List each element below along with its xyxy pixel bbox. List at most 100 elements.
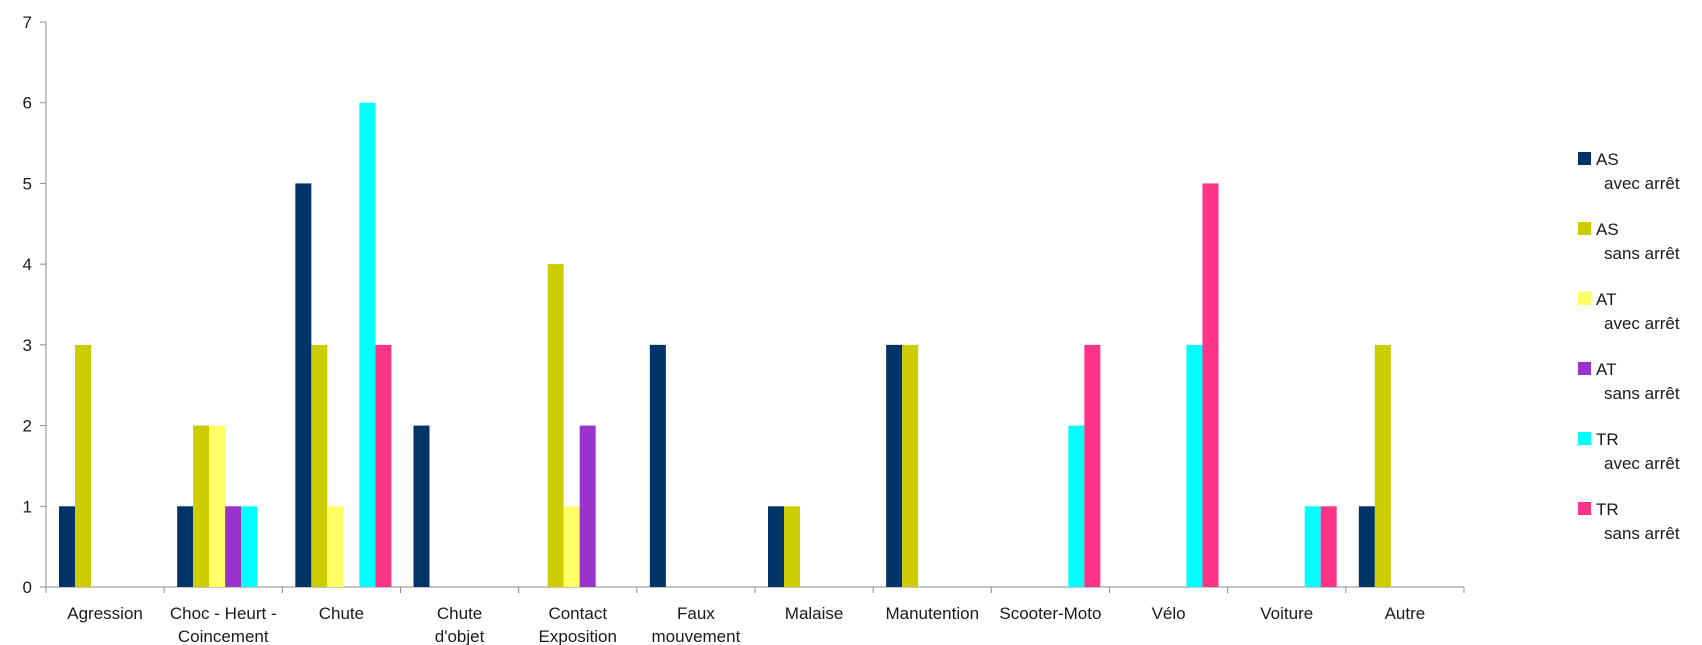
legend-item: AS avec arrêt xyxy=(1578,148,1700,196)
legend-item: TR avec arrêt xyxy=(1578,428,1700,476)
legend-label: AT sans arrêt xyxy=(1596,358,1680,406)
legend-label-main: AT xyxy=(1596,290,1617,309)
bar-tr-avec-arr-t-1 xyxy=(241,506,258,587)
x-tick-label-line: Contact xyxy=(548,604,607,623)
legend-swatch xyxy=(1578,432,1591,445)
legend-swatch xyxy=(1578,362,1591,375)
bar-as-sans-arr-t-2 xyxy=(311,344,328,587)
legend-label-sub: sans arrêt xyxy=(1604,384,1680,403)
legend-label-main: AT xyxy=(1596,360,1617,379)
legend-item: TR sans arrêt xyxy=(1578,498,1700,546)
x-tick-label: Contact Exposition xyxy=(539,604,617,645)
x-tick-label: Manutention xyxy=(885,604,979,623)
x-tick-label-line: Scooter-Moto xyxy=(999,604,1101,623)
bar-as-avec-arr-t-2 xyxy=(295,183,312,587)
legend-item: AS sans arrêt xyxy=(1578,218,1700,266)
bar-as-sans-arr-t-4 xyxy=(547,264,564,587)
x-tick-label-line: Vélo xyxy=(1152,604,1186,623)
x-tick-label: Agression xyxy=(67,604,143,623)
x-tick-label-line: Coincement xyxy=(178,627,269,645)
x-tick-label-line: Autre xyxy=(1385,604,1426,623)
x-tick-label-line: mouvement xyxy=(652,627,741,645)
bar-as-avec-arr-t-5 xyxy=(649,344,666,587)
bar-as-sans-arr-t-0 xyxy=(75,344,91,587)
bar-at-avec-arr-t-1 xyxy=(209,425,226,587)
bar-tr-avec-arr-t-8 xyxy=(1068,425,1085,587)
legend-item: AT avec arrêt xyxy=(1578,288,1700,336)
y-tick-label: 3 xyxy=(23,336,32,355)
bar-as-avec-arr-t-0 xyxy=(59,506,75,587)
x-tick-label-line: Choc - Heurt - xyxy=(170,604,277,623)
x-tick-label: Chute xyxy=(319,604,364,623)
legend-label-main: TR xyxy=(1596,430,1619,449)
bar-as-sans-arr-t-6 xyxy=(784,506,800,587)
x-tick-label: Voiture xyxy=(1260,604,1313,623)
x-tick-label-line: Agression xyxy=(67,604,143,623)
bar-tr-avec-arr-t-2 xyxy=(359,102,376,587)
legend-label-main: TR xyxy=(1596,500,1619,519)
x-tick-label-line: Malaise xyxy=(785,604,844,623)
x-tick-label: Vélo xyxy=(1152,604,1186,623)
bar-tr-sans-arr-t-10 xyxy=(1320,506,1337,587)
legend-label-sub: avec arrêt xyxy=(1604,454,1680,473)
x-tick-label: Choc - Heurt - Coincement xyxy=(170,604,277,645)
bar-tr-avec-arr-t-10 xyxy=(1304,506,1321,587)
bar-at-avec-arr-t-2 xyxy=(327,506,344,587)
bar-as-sans-arr-t-1 xyxy=(193,425,210,587)
y-tick-label: 5 xyxy=(23,174,32,193)
legend-label: AT avec arrêt xyxy=(1596,288,1680,336)
y-tick-label: 4 xyxy=(23,255,32,274)
y-tick-label: 0 xyxy=(23,578,32,597)
bar-as-avec-arr-t-11 xyxy=(1358,506,1375,587)
legend-swatch xyxy=(1578,502,1591,515)
legend-swatch xyxy=(1578,152,1591,165)
legend-label: TR sans arrêt xyxy=(1596,498,1680,546)
x-tick-label: Malaise xyxy=(785,604,844,623)
y-tick-label: 2 xyxy=(23,417,32,436)
y-tick-label: 7 xyxy=(23,13,32,32)
legend-label: AS avec arrêt xyxy=(1596,148,1680,196)
bar-as-avec-arr-t-1 xyxy=(177,506,194,587)
x-tick-label: Scooter-Moto xyxy=(999,604,1101,623)
bar-tr-avec-arr-t-9 xyxy=(1186,344,1203,587)
legend-swatch xyxy=(1578,222,1591,235)
y-tick-label: 6 xyxy=(23,94,32,113)
bar-at-sans-arr-t-1 xyxy=(225,506,242,587)
bar-as-avec-arr-t-7 xyxy=(886,344,903,587)
bar-tr-sans-arr-t-2 xyxy=(375,344,392,587)
bar-tr-sans-arr-t-8 xyxy=(1084,344,1101,587)
bar-tr-sans-arr-t-9 xyxy=(1202,183,1219,587)
legend-label: AS sans arrêt xyxy=(1596,218,1680,266)
legend-label-sub: avec arrêt xyxy=(1604,314,1680,333)
x-tick-label: Autre xyxy=(1385,604,1426,623)
legend-label-main: AS xyxy=(1596,220,1619,239)
bar-as-sans-arr-t-7 xyxy=(902,344,919,587)
legend-swatch xyxy=(1578,292,1591,305)
bar-as-avec-arr-t-3 xyxy=(413,425,430,587)
x-tick-label-line: Chute xyxy=(319,604,364,623)
x-tick-label-line: Faux xyxy=(677,604,715,623)
bar-at-avec-arr-t-4 xyxy=(563,506,580,587)
legend-label-sub: sans arrêt xyxy=(1604,524,1680,543)
x-tick-label: Chute d'objet xyxy=(435,604,485,645)
x-tick-label-line: Voiture xyxy=(1260,604,1313,623)
x-tick-label-line: Exposition xyxy=(539,627,617,645)
legend-label-main: AS xyxy=(1596,150,1619,169)
y-tick-label: 1 xyxy=(23,497,32,516)
x-tick-label-line: Manutention xyxy=(885,604,979,623)
bar-at-sans-arr-t-4 xyxy=(579,425,596,587)
legend-item: AT sans arrêt xyxy=(1578,358,1700,406)
bars xyxy=(59,102,1391,587)
legend-label-sub: avec arrêt xyxy=(1604,174,1680,193)
bar-as-sans-arr-t-11 xyxy=(1374,344,1391,587)
legend-label-sub: sans arrêt xyxy=(1604,244,1680,263)
bar-as-avec-arr-t-6 xyxy=(768,506,784,587)
legend: AS avec arrêt AS sans arrêt AT avec arrêt AT sa… xyxy=(1578,148,1700,568)
legend-label: TR avec arrêt xyxy=(1596,428,1680,476)
y-axis: 0 1 2 3 4 5 6 7 xyxy=(23,13,47,597)
x-tick-label-line: Chute xyxy=(437,604,482,623)
x-tick-label: Faux mouvement xyxy=(652,604,741,645)
x-tick-label-line: d'objet xyxy=(435,627,485,645)
